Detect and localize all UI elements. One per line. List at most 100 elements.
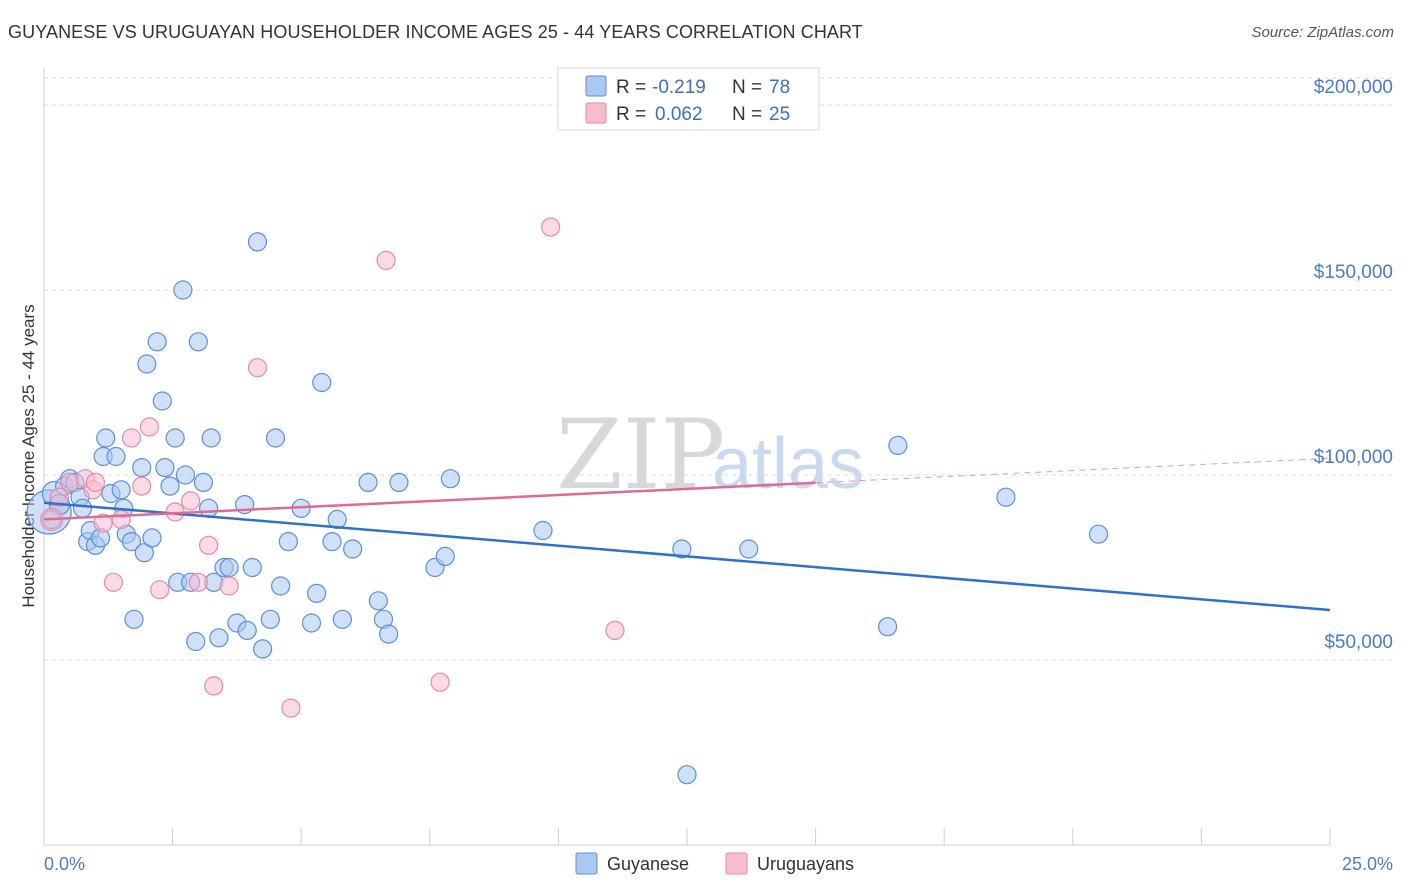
x-tick-label-max: 25.0% — [1342, 854, 1393, 874]
guyanese-point — [147, 332, 167, 352]
guyanese-point — [260, 609, 280, 629]
legend-n-label-1: N = — [732, 77, 762, 98]
guyanese-point — [106, 446, 126, 467]
guyanese-point — [1088, 524, 1109, 544]
guyanese-point — [121, 531, 142, 552]
guyanese-point — [134, 543, 154, 563]
guyanese-point — [132, 458, 152, 478]
guyanese-point — [96, 428, 116, 448]
guyanese-point — [111, 480, 131, 500]
watermark: ZIP atlas — [556, 399, 864, 511]
uruguayans-point — [204, 676, 224, 696]
y-tick-labels: $50,000 $100,000 $150,000 $200,000 — [1314, 77, 1393, 653]
bottom-legend-label-guyanese: Guyanese — [607, 854, 689, 874]
guyanese-point — [271, 576, 291, 596]
series-uruguayans-points — [40, 217, 625, 718]
guyanese-point — [322, 531, 342, 552]
guyanese-point — [209, 628, 229, 648]
y-tick-label: $50,000 — [1324, 632, 1393, 653]
legend-r-value-1: -0.219 — [652, 77, 706, 98]
guyanese-point — [301, 613, 322, 633]
guyanese-point — [278, 531, 298, 552]
uruguayans-trend-line — [43, 481, 816, 521]
guyanese-point — [72, 498, 93, 518]
guyanese-point — [155, 458, 175, 478]
guyanese-point — [137, 354, 157, 374]
guyanese-point — [389, 472, 409, 492]
bottom-legend-label-uruguayans: Uruguayans — [757, 854, 854, 874]
watermark-zip: ZIP — [556, 399, 725, 511]
guyanese-point — [253, 639, 273, 659]
uruguayans-point — [132, 476, 152, 496]
legend-swatch-guyanese — [585, 75, 607, 97]
uruguayans-point — [139, 417, 160, 437]
uruguayans-point — [150, 580, 170, 600]
guyanese-point — [343, 539, 363, 559]
guyanese-point — [435, 546, 455, 567]
bottom-legend: Guyanese Uruguayans — [575, 852, 854, 875]
guyanese-point — [175, 465, 196, 485]
guyanese-point — [124, 609, 144, 629]
guyanese-point — [677, 765, 697, 785]
guyanese-point — [739, 539, 759, 559]
chart-title: GUYANESE VS URUGUAYAN HOUSEHOLDER INCOME… — [8, 22, 863, 42]
guyanese-point — [201, 428, 221, 448]
y-tick-label: $200,000 — [1314, 77, 1393, 98]
guyanese-point — [265, 428, 286, 448]
uruguayans-point — [376, 250, 396, 270]
uruguayans-point — [430, 672, 450, 692]
guyanese-point — [996, 487, 1016, 507]
uruguayans-point — [111, 509, 131, 530]
uruguayans-point — [121, 428, 142, 448]
guyanese-trend-line — [43, 501, 1331, 612]
y-tick-label: $150,000 — [1314, 262, 1393, 283]
guyanese-point — [173, 280, 193, 300]
guyanese-point — [142, 528, 162, 548]
guyanese-point — [219, 557, 239, 578]
uruguayans-point — [605, 620, 625, 641]
x-tick-label-min: 0.0% — [44, 854, 85, 874]
uruguayans-point — [247, 358, 268, 378]
legend-n-label-2: N = — [732, 104, 762, 125]
guyanese-point — [237, 620, 257, 641]
uruguayans-point — [49, 487, 70, 507]
guyanese-point — [247, 232, 268, 252]
bottom-legend-swatch-uruguayans — [725, 852, 748, 875]
uruguayans-point — [541, 217, 561, 237]
watermark-atlas: atlas — [712, 424, 864, 504]
guyanese-point — [186, 631, 206, 652]
uruguayans-point — [219, 576, 239, 596]
guyanese-point — [312, 372, 332, 393]
guyanese-point — [878, 617, 898, 637]
uruguayans-trend-line-extension — [815, 457, 1331, 484]
trend-lines — [43, 457, 1331, 612]
uruguayans-point — [199, 535, 219, 555]
top-legend: R = -0.219 N = 78 R = 0.062 N = 25 — [557, 67, 820, 131]
legend-r-label-2: R = — [616, 104, 646, 125]
x-ticks — [43, 828, 1331, 845]
guyanese-point — [379, 624, 399, 644]
uruguayans-point — [281, 698, 301, 718]
guyanese-point — [199, 498, 219, 518]
legend-n-value-1: 78 — [769, 77, 790, 98]
legend-swatch-uruguayans — [585, 102, 607, 124]
y-axis-label: Householder Income Ages 25 - 44 years — [19, 304, 38, 607]
guyanese-point — [307, 583, 327, 604]
guyanese-point — [368, 591, 388, 611]
legend-r-value-2: 0.062 — [655, 104, 703, 125]
uruguayans-point — [181, 491, 201, 511]
legend-n-value-2: 25 — [769, 104, 790, 125]
uruguayans-point — [188, 572, 208, 592]
guyanese-point — [188, 332, 208, 352]
guyanese-point — [242, 557, 262, 578]
guyanese-point — [533, 520, 553, 541]
guyanese-point — [888, 435, 908, 455]
uruguayans-point — [85, 472, 106, 492]
guyanese-point — [160, 476, 180, 496]
uruguayans-point — [93, 513, 113, 533]
bottom-legend-swatch-guyanese — [575, 852, 598, 875]
uruguayans-point — [103, 572, 124, 592]
guyanese-point — [152, 391, 172, 411]
guyanese-point — [358, 472, 378, 492]
